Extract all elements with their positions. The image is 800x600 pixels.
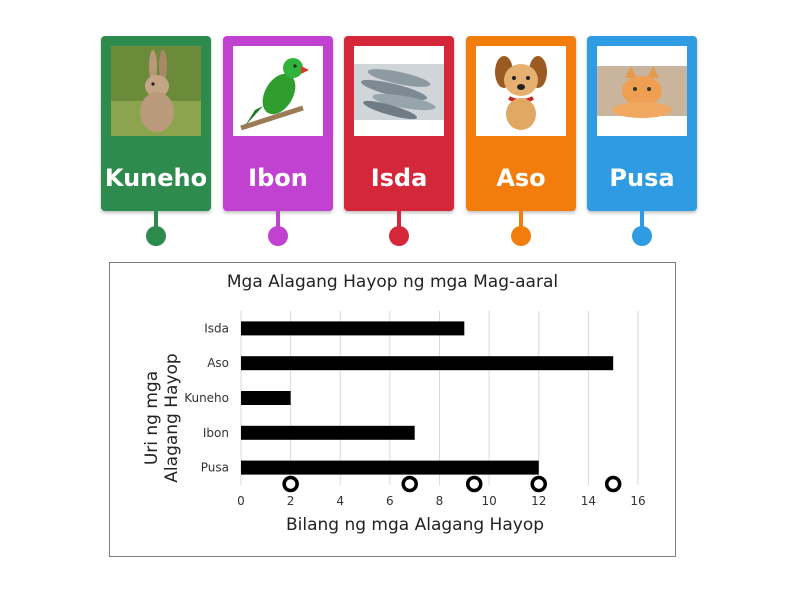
card-handle-dot[interactable] (268, 226, 288, 246)
card-ibon[interactable]: Ibon (223, 36, 333, 211)
dog-image (476, 46, 566, 136)
chart-x-label: Bilang ng mga Alagang Hayop (285, 515, 545, 535)
bar-aso (241, 356, 614, 371)
x-tick-label: 8 (436, 494, 444, 508)
bar-pusa (241, 460, 539, 475)
rabbit-image (111, 46, 201, 136)
drop-target-ring[interactable] (465, 475, 483, 493)
cat-image (597, 46, 687, 136)
card-kuneho[interactable]: Kuneho (101, 36, 211, 211)
card-connector (276, 211, 280, 233)
bar-ibon (241, 425, 415, 440)
chart: Mga Alagang Hayop ng mga Mag-aaral Isda A… (109, 262, 676, 557)
drop-target-ring[interactable] (530, 475, 547, 493)
chart-y-label: Uri ng mga Alagang Hayop (142, 344, 182, 492)
card-connector (640, 211, 644, 233)
card-handle-dot[interactable] (389, 226, 409, 246)
y-tick-label: Aso (207, 356, 229, 370)
drop-target-ring[interactable] (282, 475, 299, 493)
card-label: Isda (370, 164, 428, 192)
card-connector (154, 211, 158, 233)
card-label: Kuneho (104, 164, 208, 192)
parrot-image (233, 46, 323, 136)
x-tick-label: 4 (336, 494, 344, 508)
x-tick-label: 14 (581, 494, 596, 508)
chart-title: Mga Alagang Hayop ng mga Mag-aaral (226, 272, 559, 292)
x-tick-label: 16 (630, 494, 645, 508)
bar-isda (241, 321, 465, 336)
card-label: Ibon (248, 164, 308, 192)
x-tick-label: 12 (531, 494, 546, 508)
y-tick-label: Isda (204, 321, 229, 335)
drop-target-ring[interactable] (604, 475, 622, 493)
x-tick-label: 6 (386, 494, 394, 508)
y-tick-label: Kuneho (184, 391, 229, 405)
card-handle-dot[interactable] (511, 226, 531, 246)
card-label: Pusa (609, 164, 675, 192)
card-label: Aso (496, 164, 546, 192)
y-tick-label: Pusa (201, 461, 229, 475)
card-isda[interactable]: Isda (344, 36, 454, 211)
x-tick-label: 2 (287, 494, 295, 508)
card-connector (397, 211, 401, 233)
y-label-line-1: Uri ng mga (142, 370, 162, 466)
card-pusa[interactable]: Pusa (587, 36, 697, 211)
fish-image (354, 46, 444, 136)
x-tick-label: 0 (237, 494, 245, 508)
card-aso[interactable]: Aso (466, 36, 576, 211)
chart-plot: Isda Aso Kuneho Ibon Pusa 0 2 4 6 8 10 12 14 16 (184, 311, 646, 508)
drop-target-ring[interactable] (401, 475, 418, 493)
card-handle-dot[interactable] (632, 226, 652, 246)
card-handle-dot[interactable] (146, 226, 166, 246)
card-connector (519, 211, 523, 233)
y-label-line-2: Alagang Hayop (162, 353, 182, 483)
y-tick-label: Ibon (203, 426, 229, 440)
x-tick-label: 10 (481, 494, 496, 508)
bar-kuneho (241, 391, 291, 405)
